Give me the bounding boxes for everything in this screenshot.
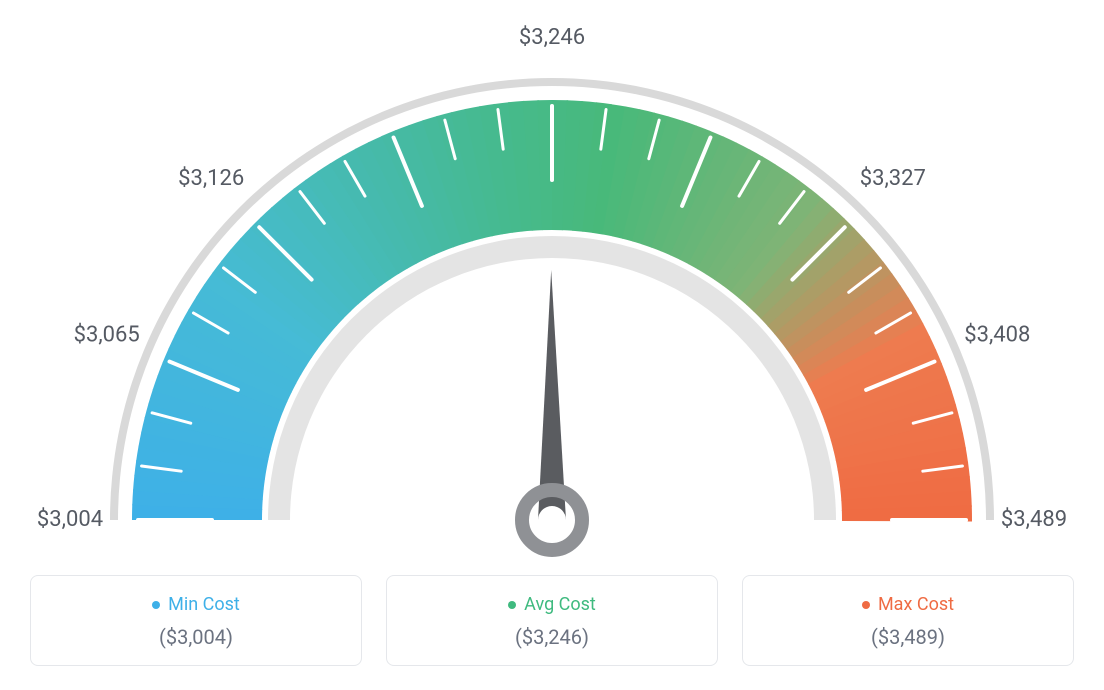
max-cost-title: Max Cost [862, 594, 954, 615]
max-dot-icon [862, 601, 870, 609]
max-cost-value: ($3,489) [753, 625, 1063, 649]
svg-text:$3,004: $3,004 [37, 507, 103, 532]
max-cost-card: Max Cost ($3,489) [742, 575, 1074, 667]
min-cost-value: ($3,004) [41, 625, 351, 649]
min-cost-title: Min Cost [152, 594, 240, 615]
min-cost-label: Min Cost [168, 594, 240, 615]
svg-text:$3,126: $3,126 [178, 166, 244, 191]
svg-text:$3,065: $3,065 [74, 322, 140, 347]
min-dot-icon [152, 601, 160, 609]
avg-dot-icon [508, 601, 516, 609]
avg-cost-value: ($3,246) [397, 625, 707, 649]
svg-text:$3,489: $3,489 [1001, 507, 1067, 532]
svg-text:$3,327: $3,327 [860, 166, 926, 191]
min-cost-card: Min Cost ($3,004) [30, 575, 362, 667]
gauge-svg: $3,004 $3,065 $3,126 $3,246 $3,327 $3,408 $3,4… [0, 0, 1104, 560]
svg-text:$3,408: $3,408 [964, 322, 1030, 347]
max-cost-label: Max Cost [878, 594, 954, 615]
avg-cost-card: Avg Cost ($3,246) [386, 575, 718, 667]
svg-text:$3,246: $3,246 [519, 25, 585, 50]
avg-cost-label: Avg Cost [524, 594, 596, 615]
summary-cards: Min Cost ($3,004) Avg Cost ($3,246) Max … [30, 575, 1074, 667]
gauge-chart: $3,004 $3,065 $3,126 $3,246 $3,327 $3,408 $3,4… [0, 0, 1104, 560]
avg-cost-title: Avg Cost [508, 594, 596, 615]
